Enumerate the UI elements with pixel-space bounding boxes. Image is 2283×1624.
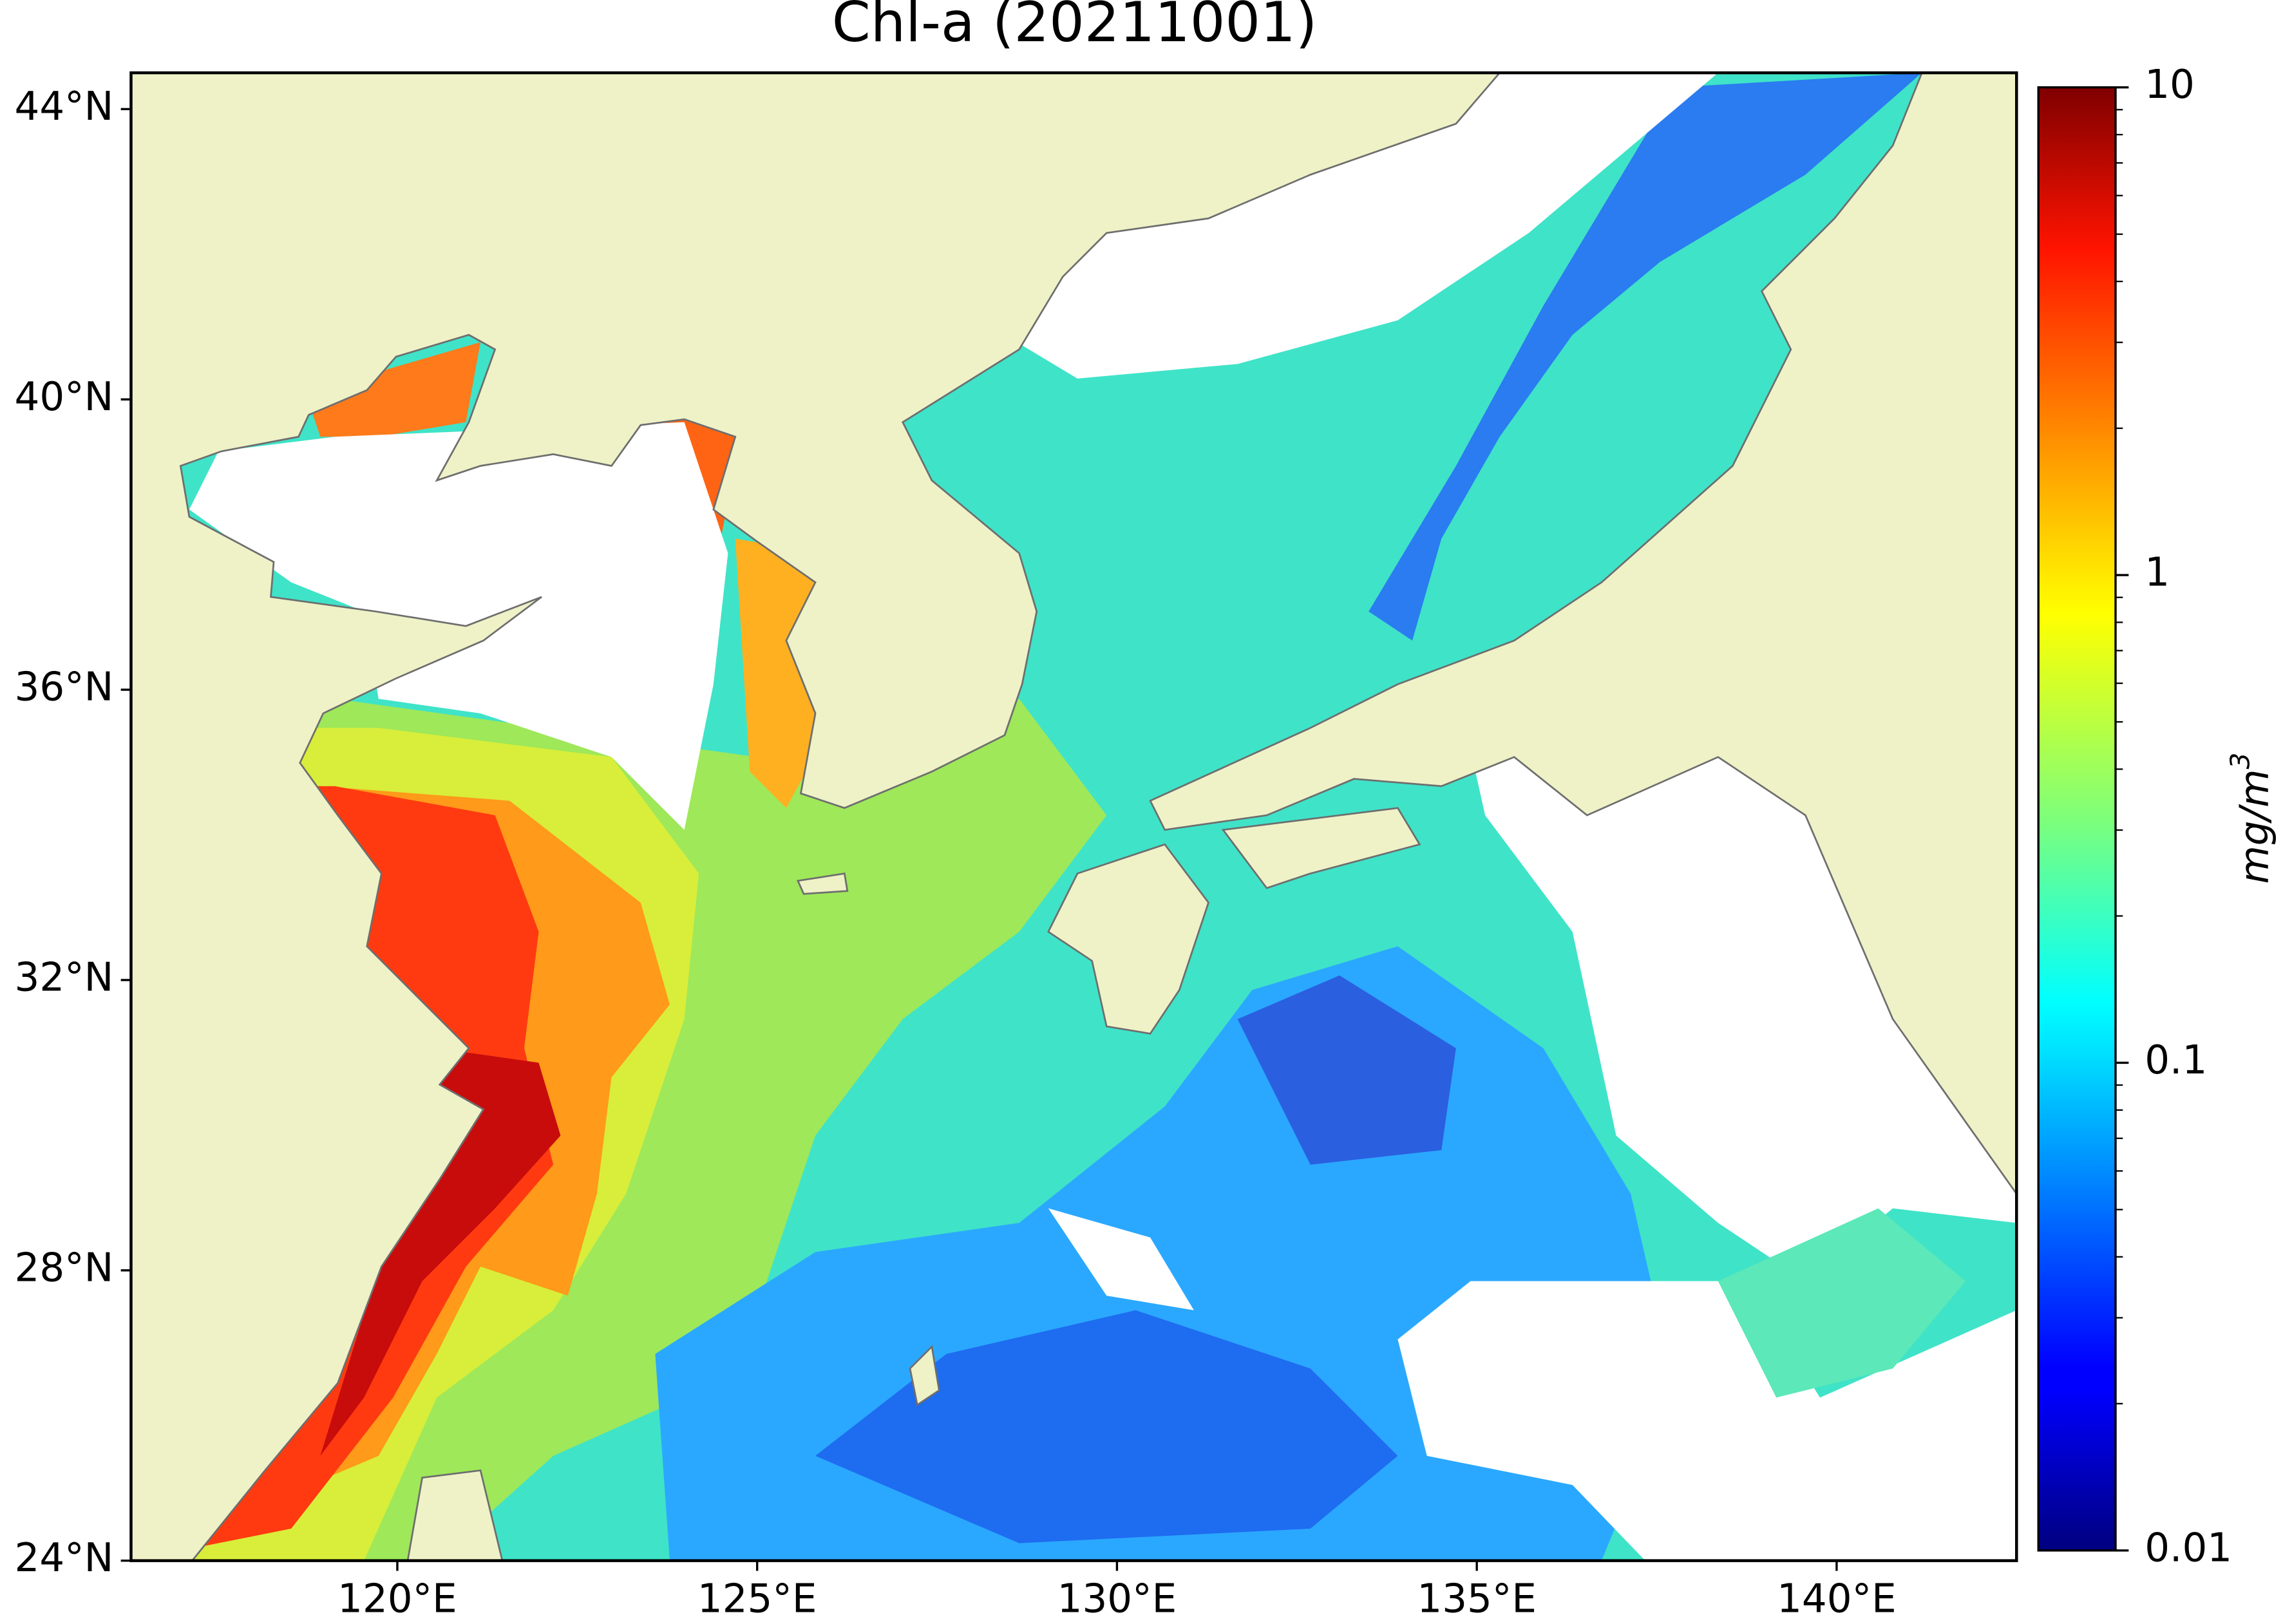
x-tick-label: 125°E bbox=[697, 1576, 817, 1622]
okinawa bbox=[909, 1345, 940, 1406]
low-chl-sea-of-japan bbox=[1369, 73, 1922, 641]
x-tick-label: 135°E bbox=[1417, 1576, 1537, 1622]
y-tick-label: 44°N bbox=[15, 84, 114, 129]
mainland bbox=[131, 73, 1501, 1561]
y-tick-label: 24°N bbox=[15, 1535, 114, 1581]
sea-patch bbox=[1718, 1208, 1966, 1398]
x-tick-label: 120°E bbox=[337, 1576, 457, 1622]
no-data bbox=[1048, 1208, 1194, 1310]
x-tick-label: 130°E bbox=[1057, 1576, 1177, 1622]
taiwan bbox=[406, 1469, 504, 1561]
x-tick-label: 140°E bbox=[1777, 1576, 1897, 1622]
colorbar-tick-label: 1 bbox=[2145, 550, 2170, 596]
peak-chl bbox=[320, 1048, 561, 1456]
bohai-bloom bbox=[305, 342, 481, 437]
colorbar bbox=[2037, 86, 2117, 1552]
very-low-chl bbox=[1237, 975, 1456, 1165]
kyushu bbox=[1047, 843, 1210, 1035]
colorbar-label-sup: 3 bbox=[2225, 753, 2256, 770]
shikoku bbox=[1221, 807, 1421, 889]
chart-title: Chl-a (20211001) bbox=[832, 0, 1318, 55]
y-tick-label: 36°N bbox=[15, 665, 114, 710]
colorbar-tick-label: 0.1 bbox=[2145, 1037, 2207, 1083]
y-tick-label: 40°N bbox=[15, 374, 114, 420]
colorbar-label-base: mg/m bbox=[2231, 769, 2277, 883]
y-tick-label: 32°N bbox=[15, 955, 114, 1001]
colorbar-tick-label: 0.01 bbox=[2145, 1525, 2232, 1571]
jeju bbox=[796, 872, 849, 895]
colorbar-label: mg/m3 bbox=[2225, 753, 2277, 884]
colorbar-tick-label: 10 bbox=[2145, 62, 2195, 108]
no-data bbox=[1397, 1281, 2017, 1561]
map bbox=[131, 73, 2017, 1561]
map-frame bbox=[129, 71, 2018, 1562]
honshu bbox=[1149, 73, 2017, 1196]
y-tick-label: 28°N bbox=[15, 1245, 114, 1290]
very-low-chl bbox=[815, 1310, 1398, 1544]
